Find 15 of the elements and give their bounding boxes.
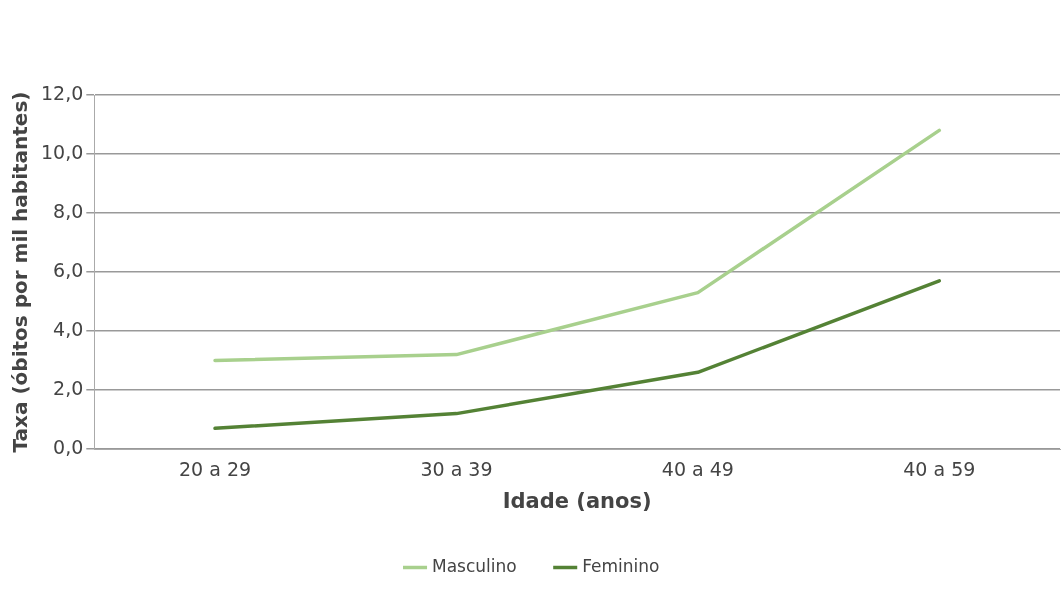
y-tick-label: 2,0: [53, 376, 84, 399]
y-tick-label: 8,0: [53, 199, 84, 222]
y-tick-label: 12,0: [40, 81, 84, 104]
y-tick-label: 0,0: [53, 435, 84, 458]
y-tick-label: 4,0: [53, 317, 84, 340]
legend-label: Masculino: [432, 555, 517, 576]
y-tick-label: 6,0: [53, 258, 84, 281]
x-tick-label: 20 a 29: [178, 458, 252, 481]
x-tick-label: 40 a 59: [903, 458, 976, 481]
x-tick-label: 30 a 39: [420, 458, 493, 481]
x-tick-label: 40 a 49: [661, 458, 734, 481]
legend-label: Feminino: [582, 555, 660, 576]
y-axis-title: Taxa (óbitos por mil habitantes): [8, 91, 33, 453]
y-tick-label: 10,0: [40, 140, 84, 163]
x-axis-title: Idade (anos): [502, 488, 652, 513]
